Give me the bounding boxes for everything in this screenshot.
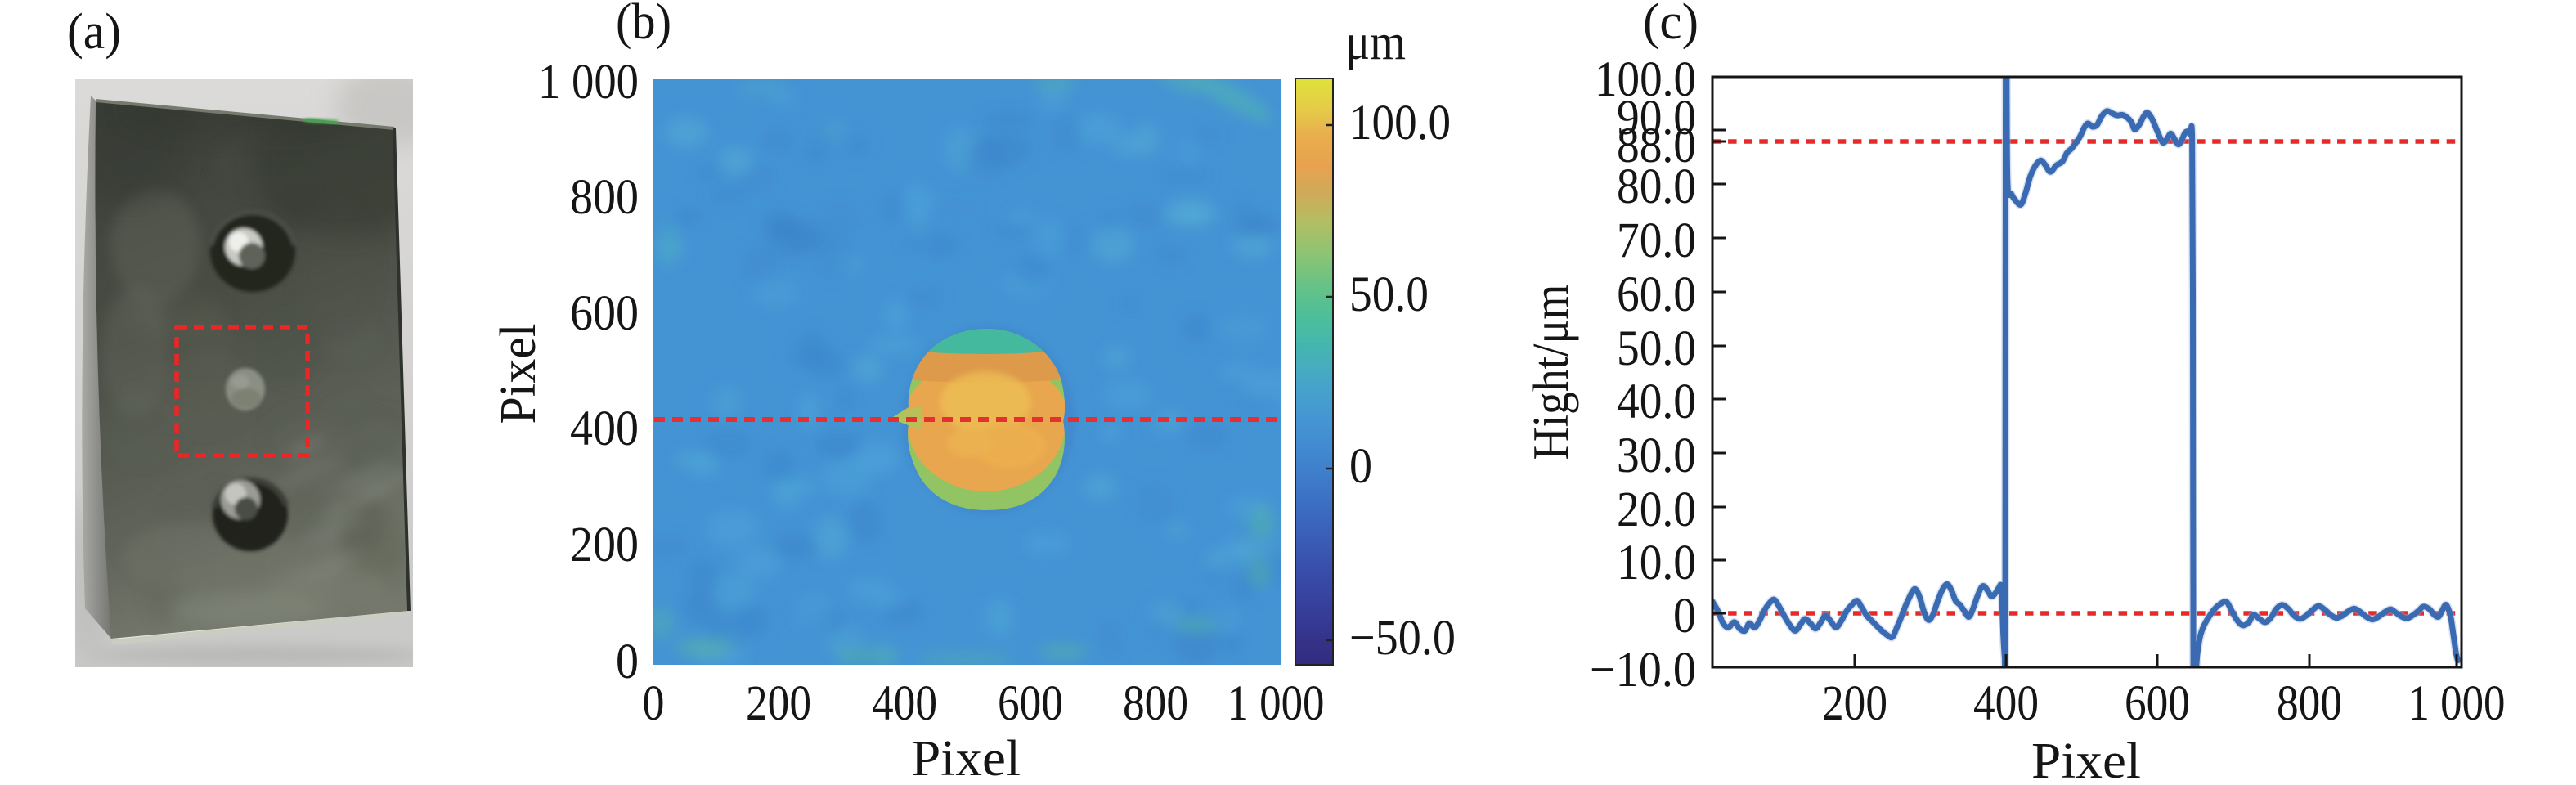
svg-text:Pixel: Pixel [911,731,1021,785]
svg-text:600: 600 [998,676,1063,731]
svg-text:400: 400 [1973,676,2039,731]
svg-text:100.0: 100.0 [1349,96,1451,150]
svg-text:−10.0: −10.0 [1590,643,1696,698]
svg-text:0: 0 [1349,439,1372,494]
svg-text:50.0: 50.0 [1349,267,1429,322]
svg-text:60.0: 60.0 [1617,267,1696,322]
svg-text:400: 400 [570,401,639,456]
svg-text:0: 0 [616,635,639,689]
svg-text:0: 0 [1673,589,1696,644]
svg-text:70.0: 70.0 [1617,213,1696,268]
svg-text:800: 800 [570,170,639,225]
svg-text:88.0: 88.0 [1617,119,1696,173]
svg-text:200: 200 [570,518,639,572]
svg-text:Pixel: Pixel [2031,733,2141,785]
svg-text:600: 600 [570,286,639,341]
svg-text:30.0: 30.0 [1617,428,1696,483]
svg-text:(b): (b) [616,0,671,50]
svg-text:800: 800 [1123,676,1188,731]
svg-text:90.0: 90.0 [1617,91,1696,146]
svg-text:−50.0: −50.0 [1349,611,1456,666]
svg-text:800: 800 [2277,676,2342,731]
svg-text:600: 600 [2125,676,2190,731]
svg-text:μm: μm [1345,15,1406,70]
svg-text:200: 200 [746,676,811,731]
svg-text:20.0: 20.0 [1617,482,1696,537]
svg-text:Pixel: Pixel [491,324,546,424]
svg-text:400: 400 [872,676,937,731]
svg-text:40.0: 40.0 [1617,375,1696,429]
svg-text:(a): (a) [67,4,121,60]
svg-text:1 000: 1 000 [538,55,639,110]
svg-text:1 000: 1 000 [1227,676,1325,731]
svg-text:10.0: 10.0 [1617,536,1696,590]
svg-text:Hight/μm: Hight/μm [1524,285,1579,460]
svg-text:50.0: 50.0 [1617,321,1696,376]
svg-text:80.0: 80.0 [1617,159,1696,214]
svg-text:200: 200 [1822,676,1887,731]
svg-text:(c): (c) [1643,0,1699,50]
svg-text:0: 0 [643,676,665,731]
svg-text:1 000: 1 000 [2408,676,2506,731]
svg-text:100.0: 100.0 [1595,52,1696,107]
